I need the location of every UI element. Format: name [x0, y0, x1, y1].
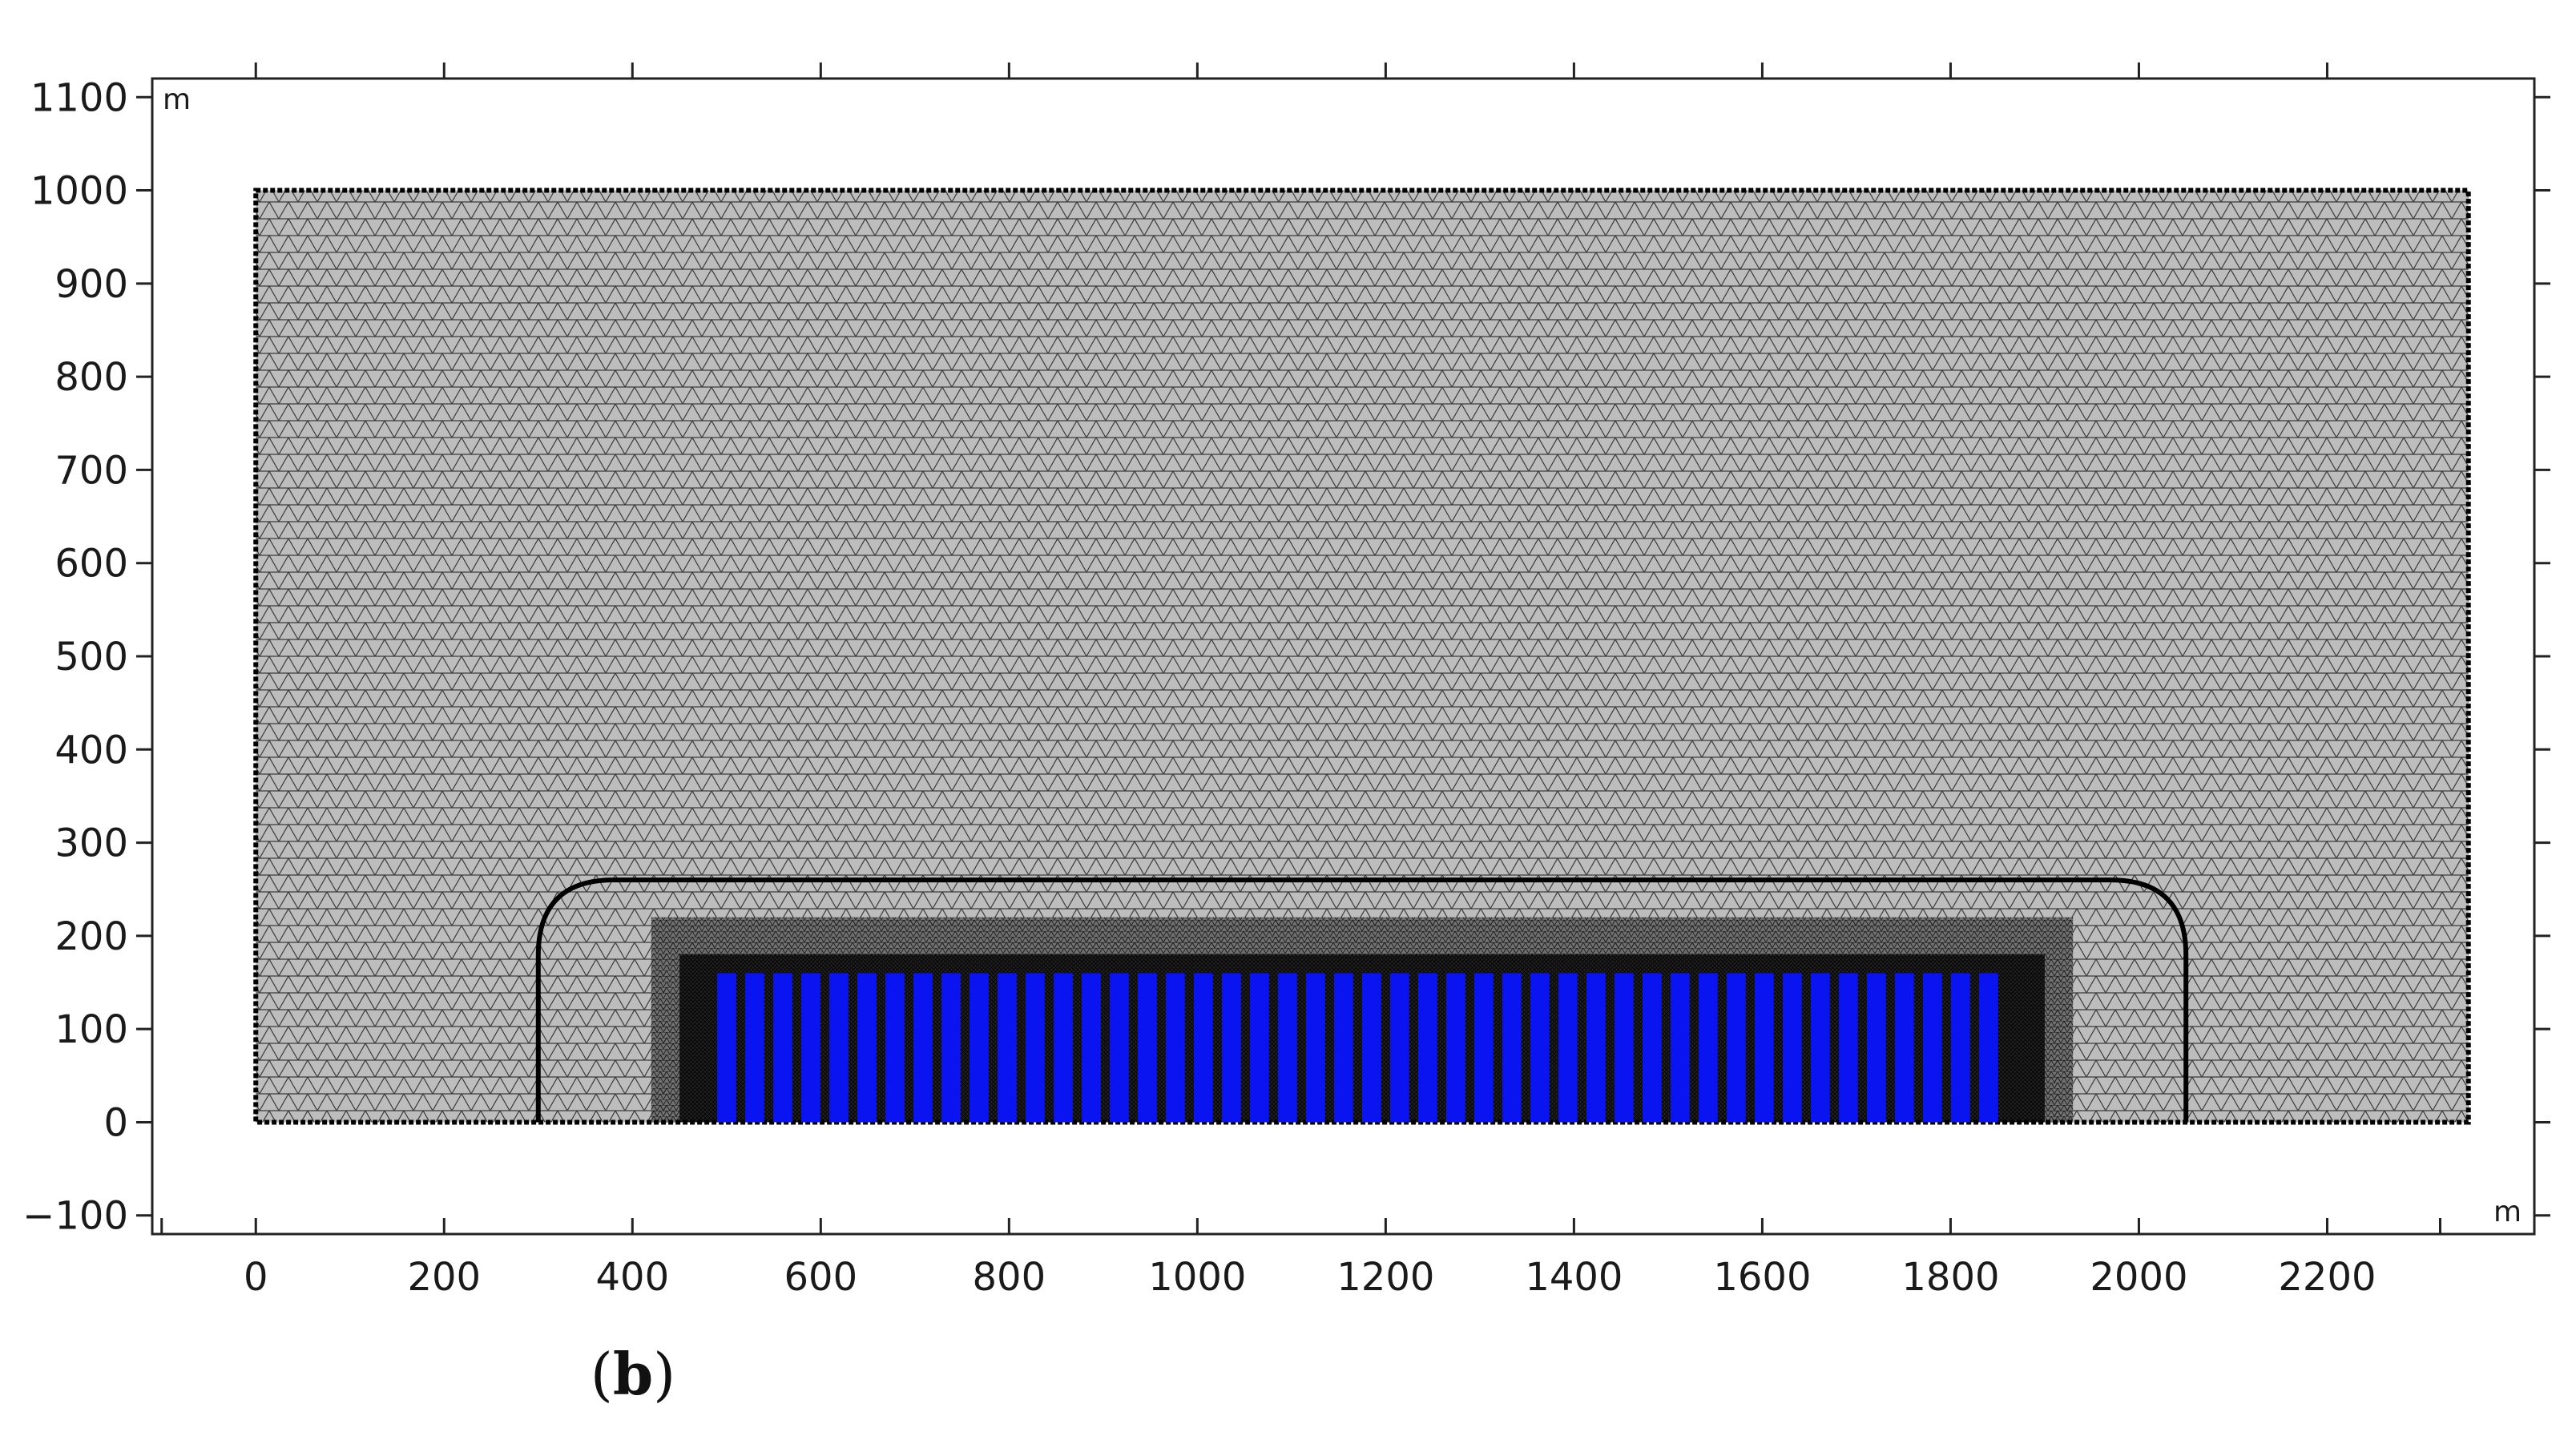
array-element: [970, 973, 989, 1123]
array-element: [1670, 973, 1690, 1123]
array-element: [1445, 973, 1465, 1123]
y-tick-label: 1100: [30, 75, 128, 120]
array-element: [1642, 973, 1662, 1123]
array-element: [1054, 973, 1073, 1123]
array-element: [1306, 973, 1325, 1123]
array-element: [1110, 973, 1129, 1123]
array-element: [1362, 973, 1381, 1123]
array-element: [1389, 973, 1409, 1123]
x-tick-label: 1400: [1525, 1255, 1623, 1300]
array-element: [717, 973, 736, 1123]
array-element: [829, 973, 849, 1123]
y-tick-label: 800: [54, 355, 128, 400]
y-tick-label: 700: [54, 448, 128, 493]
y-tick-label: −100: [22, 1194, 128, 1239]
x-tick-label: 2000: [2090, 1255, 2187, 1300]
y-tick-labels: −100 0 100 200 300 400 500 600 700 800 900 1000 1100: [22, 75, 128, 1238]
x-tick-labels: 0 200 400 600 800 1000 1200 1400 1600 1800 2000 220…: [244, 1255, 2376, 1300]
array-element: [1473, 973, 1494, 1123]
array-element: [1278, 973, 1297, 1123]
x-tick-label: 200: [407, 1255, 481, 1300]
array-element: [1586, 973, 1606, 1123]
x-tick-label: 0: [244, 1255, 268, 1300]
caption-letter: b: [612, 1340, 654, 1408]
y-tick-label: 200: [54, 914, 128, 959]
mesh-layer: [253, 188, 2471, 1125]
array-element: [745, 973, 764, 1123]
caption-close-paren: ): [653, 1341, 676, 1408]
array-element: [1922, 973, 1942, 1123]
y-tick-label: 1000: [30, 169, 128, 214]
x-tick-label: 800: [973, 1255, 1046, 1300]
array-element: [1782, 973, 1802, 1123]
array-element: [913, 973, 933, 1123]
x-unit-label: m: [2493, 1196, 2522, 1228]
array-element: [1417, 973, 1437, 1123]
array-element: [1950, 973, 1970, 1123]
y-tick-label: 600: [54, 542, 128, 587]
array-element: [1194, 973, 1213, 1123]
array-element: [801, 973, 820, 1123]
figure-caption: (b): [0, 1340, 1266, 1408]
array-element: [1698, 973, 1718, 1123]
array-element: [1614, 973, 1634, 1123]
array-element: [1334, 973, 1353, 1123]
tick-marks: [136, 63, 2550, 1234]
array-element: [998, 973, 1017, 1123]
array-element: [1502, 973, 1522, 1123]
x-tick-label: 1000: [1148, 1255, 1246, 1300]
array-element: [1530, 973, 1550, 1123]
array-element: [1250, 973, 1269, 1123]
array-element: [857, 973, 877, 1123]
array-element: [1866, 973, 1886, 1123]
array-element: [1894, 973, 1914, 1123]
array-element: [773, 973, 792, 1123]
inner-boundary: [535, 877, 2189, 1123]
caption-open-paren: (: [590, 1341, 613, 1408]
y-tick-label: 300: [54, 821, 128, 866]
array-element: [1978, 973, 1998, 1123]
y-tick-label: 500: [54, 635, 128, 680]
x-tick-label: 1600: [1713, 1255, 1811, 1300]
array-element: [941, 973, 961, 1123]
array-element: [1166, 973, 1185, 1123]
y-tick-label: 400: [54, 728, 128, 772]
x-tick-label: 400: [595, 1255, 669, 1300]
array-element: [1726, 973, 1746, 1123]
array-element: [1026, 973, 1045, 1123]
x-tick-label: 600: [784, 1255, 858, 1300]
array-element: [1754, 973, 1774, 1123]
array-element: [1222, 973, 1241, 1123]
array-element: [1810, 973, 1830, 1123]
array-element: [885, 973, 905, 1123]
array-element: [1558, 973, 1578, 1123]
y-tick-label: 100: [54, 1007, 128, 1052]
y-tick-label: 0: [103, 1100, 128, 1145]
array-element: [1082, 973, 1101, 1123]
x-tick-label: 1200: [1336, 1255, 1434, 1300]
x-tick-label: 1800: [1901, 1255, 1999, 1300]
y-tick-label: 900: [54, 262, 128, 307]
x-tick-label: 2200: [2278, 1255, 2376, 1300]
array-element: [1838, 973, 1858, 1123]
y-unit-label: m: [163, 83, 191, 116]
array-element: [1138, 973, 1157, 1123]
